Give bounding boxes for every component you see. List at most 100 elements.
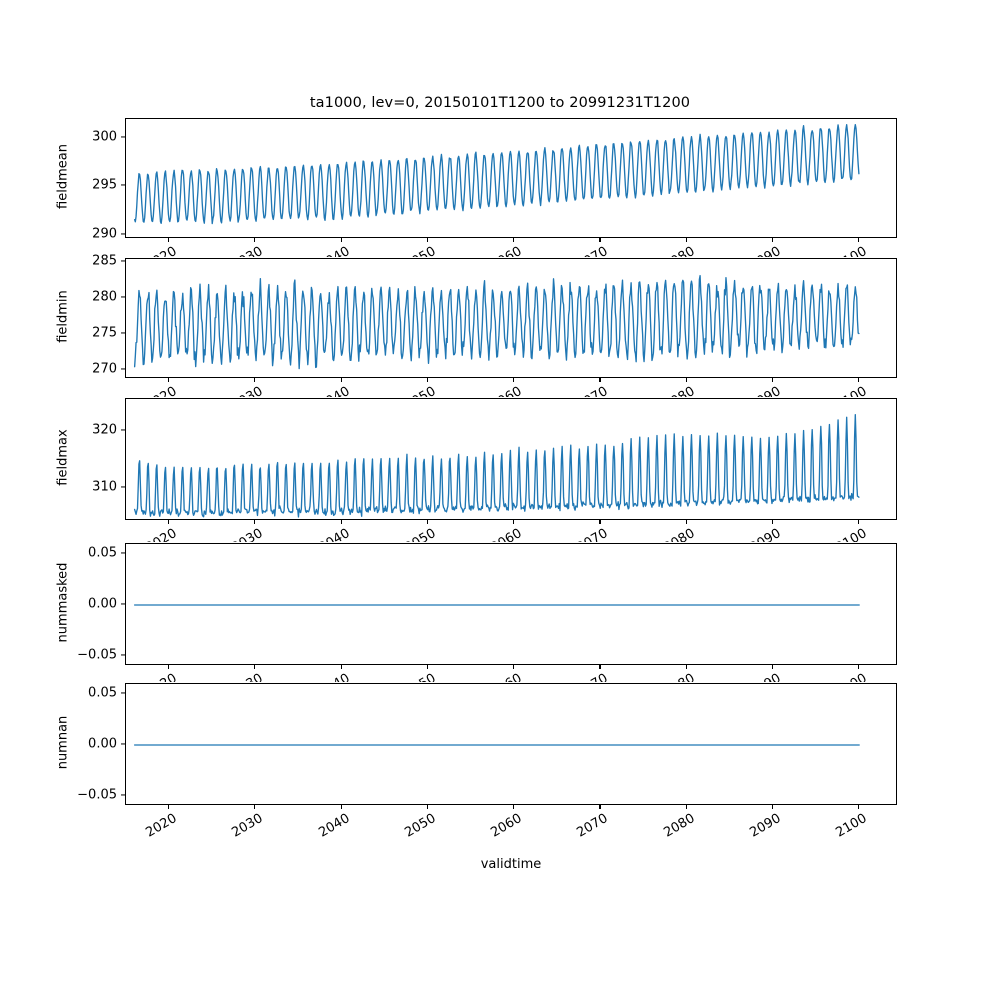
x-tick-label: 2060	[431, 671, 524, 682]
x-tick-mark	[340, 805, 342, 809]
x-tick-label: 2070	[517, 244, 611, 257]
y-tick-label: −0.05	[77, 787, 117, 803]
y-tick-mark	[121, 368, 125, 370]
y-tick-label: 275	[92, 325, 117, 341]
y-tick-mark	[121, 429, 125, 431]
x-tick-mark	[599, 238, 601, 242]
x-tick-mark	[858, 238, 860, 242]
x-tick-mark	[254, 805, 256, 809]
plot-area	[126, 684, 896, 804]
x-tick-label: 2070	[517, 384, 611, 397]
data-line-fieldmean	[133, 123, 860, 225]
x-tick-mark	[426, 520, 428, 524]
y-tick-label: 280	[92, 289, 117, 305]
x-tick-label: 2050	[402, 526, 439, 542]
y-tick-mark	[121, 794, 125, 796]
x-tick-mark	[513, 665, 515, 669]
x-tick-label: 2080	[603, 244, 697, 257]
subplot-numnan	[125, 683, 897, 805]
x-tick-mark	[168, 378, 170, 382]
x-tick-label: 2070	[574, 526, 611, 542]
data-line-fieldmin	[133, 274, 860, 370]
y-tick-mark	[121, 486, 125, 488]
x-tick-mark	[771, 805, 774, 809]
x-tick-mark	[771, 665, 774, 669]
x-tick-label: 2030	[172, 671, 266, 682]
x-tick-label: 2050	[344, 244, 438, 257]
x-tick-label: 2050	[344, 384, 438, 397]
y-tick-label: 0.00	[88, 736, 117, 752]
x-tick-mark	[254, 665, 256, 669]
x-axis-label: validtime	[480, 857, 542, 872]
y-axis-label-fieldmax: fieldmax	[55, 429, 71, 486]
x-tick-label: 2060	[431, 244, 524, 257]
x-tick-mark	[426, 378, 428, 382]
subplot-fieldmean	[125, 118, 897, 238]
subplot-fieldmin	[125, 258, 897, 378]
x-tick-mark	[168, 805, 170, 809]
x-tick-label: 2090	[689, 384, 783, 397]
x-tick-mark	[168, 520, 170, 524]
y-axis-label-numnan: numnan	[55, 715, 71, 770]
x-tick-label: 2070	[517, 671, 611, 682]
x-tick-label: 2090	[747, 526, 784, 542]
y-tick-label: 300	[92, 129, 117, 145]
y-axis-label-nummasked: nummasked	[55, 562, 71, 643]
y-tick-mark	[121, 654, 125, 656]
y-tick-mark	[121, 332, 125, 334]
x-tick-mark	[685, 665, 687, 669]
x-tick-label: 2100	[776, 671, 870, 682]
subplot-nummasked	[125, 543, 897, 665]
x-tick-mark	[254, 520, 256, 524]
x-tick-mark	[858, 805, 860, 809]
x-tick-mark	[599, 378, 601, 382]
x-tick-label: 2040	[258, 244, 352, 257]
x-tick-mark	[599, 520, 601, 524]
plot-area	[126, 399, 896, 519]
figure-title: ta1000, lev=0, 20150101T1200 to 20991231…	[309, 95, 691, 111]
x-tick-mark	[685, 378, 687, 382]
y-axis-label-fieldmean: fieldmean	[55, 144, 71, 209]
x-tick-label: 2040	[258, 671, 352, 682]
y-tick-label: 270	[92, 361, 117, 377]
x-tick-mark	[771, 378, 774, 382]
data-line-fieldmax	[133, 414, 860, 518]
x-tick-mark	[599, 805, 601, 809]
y-tick-mark	[121, 135, 125, 138]
x-tick-label: 2040	[315, 526, 353, 542]
x-tick-label: 2100	[833, 526, 870, 542]
x-tick-mark	[426, 238, 428, 242]
x-tick-mark	[168, 665, 170, 669]
y-tick-label: 285	[92, 253, 117, 269]
y-tick-mark	[121, 233, 125, 235]
x-tick-label: 2030	[229, 526, 266, 542]
x-tick-mark	[254, 238, 256, 242]
x-tick-mark	[685, 238, 687, 242]
y-tick-mark	[121, 603, 125, 605]
x-tick-mark	[340, 378, 342, 382]
x-tick-label: 2080	[603, 384, 697, 397]
x-tick-mark	[513, 520, 515, 524]
x-tick-label: 2020	[86, 671, 179, 682]
x-tick-mark	[771, 520, 774, 524]
x-tick-label: 2040	[258, 384, 352, 397]
y-tick-label: 0.00	[88, 596, 117, 612]
y-tick-label: 320	[92, 422, 117, 438]
y-tick-mark	[121, 692, 125, 694]
x-tick-mark	[858, 665, 860, 669]
y-tick-mark	[121, 743, 125, 745]
x-tick-mark	[426, 805, 428, 809]
y-tick-label: 0.05	[88, 685, 117, 701]
x-tick-mark	[513, 238, 515, 242]
x-tick-label: 2100	[776, 384, 870, 397]
x-tick-mark	[513, 378, 515, 382]
y-tick-label: 295	[92, 177, 117, 193]
x-tick-label: 2060	[488, 526, 525, 542]
x-tick-mark	[168, 238, 170, 242]
y-tick-mark	[121, 260, 125, 262]
x-tick-label: 2080	[660, 526, 698, 542]
